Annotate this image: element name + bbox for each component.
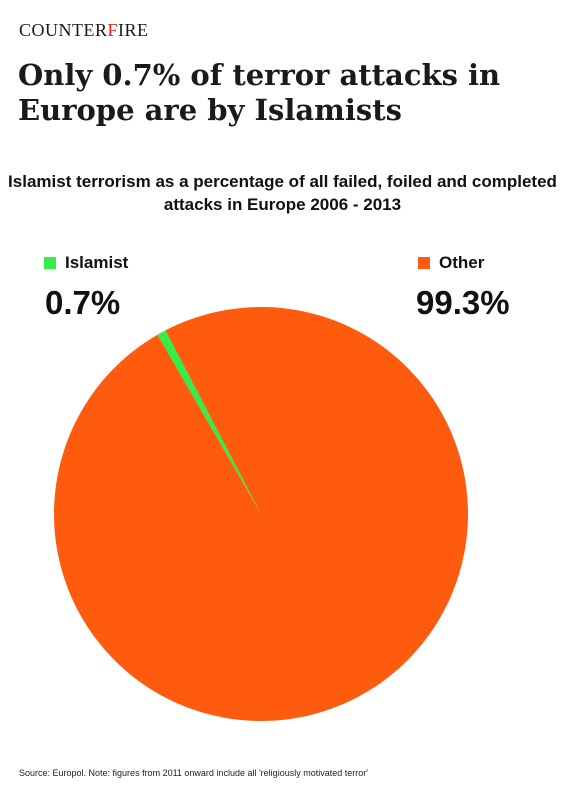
brand-accent: F bbox=[107, 20, 119, 40]
pie-slice-other bbox=[53, 307, 468, 722]
data-label-other: 99.3% bbox=[416, 284, 510, 321]
pie-slice-islamist bbox=[157, 330, 261, 514]
source-note: Source: Europol. Note: figures from 2011… bbox=[19, 768, 368, 778]
chart-title: Islamist terrorism as a percentage of al… bbox=[8, 172, 557, 214]
legend-swatch-other bbox=[418, 257, 430, 269]
brand-prefix: COUNTER bbox=[19, 20, 108, 40]
data-label-islamist: 0.7% bbox=[45, 284, 121, 321]
legend-item-other: Other bbox=[418, 253, 484, 273]
legend-swatch-islamist bbox=[44, 257, 56, 269]
legend-label-islamist: Islamist bbox=[65, 253, 129, 272]
brand-logo: COUNTERFIRE bbox=[19, 20, 149, 41]
brand-suffix: IRE bbox=[118, 20, 149, 40]
legend-label-other: Other bbox=[439, 253, 485, 272]
legend-item-islamist: Islamist bbox=[44, 253, 128, 273]
headline: Only 0.7% of terror attacks in Europe ar… bbox=[18, 58, 501, 127]
